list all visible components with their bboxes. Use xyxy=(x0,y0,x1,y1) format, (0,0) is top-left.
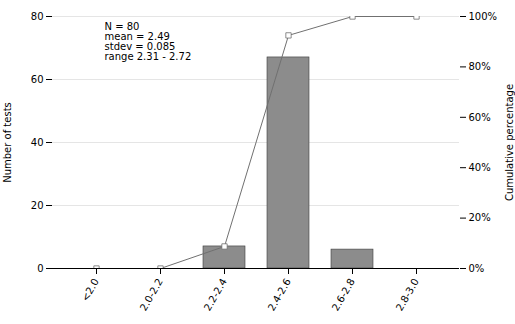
svg-text:2.6-2.8: 2.6-2.8 xyxy=(330,277,357,313)
svg-text:2.2-2.4: 2.2-2.4 xyxy=(202,277,229,313)
svg-text:20%: 20% xyxy=(469,212,491,223)
svg-text:40: 40 xyxy=(31,137,44,148)
svg-text:0%: 0% xyxy=(469,263,485,274)
svg-text:40%: 40% xyxy=(469,162,491,173)
svg-text:2.4-2.6: 2.4-2.6 xyxy=(266,277,293,313)
svg-text:0: 0 xyxy=(37,263,43,274)
svg-text:100%: 100% xyxy=(469,11,498,22)
svg-text:Number of tests: Number of tests xyxy=(2,102,13,183)
svg-text:Cumulative percentage: Cumulative percentage xyxy=(504,84,515,201)
svg-text:20: 20 xyxy=(31,200,44,211)
svg-text:80%: 80% xyxy=(469,61,491,72)
svg-text:<2.0: <2.0 xyxy=(79,277,101,304)
svg-text:N = 80mean = 2.49stdev = 0.085: N = 80mean = 2.49stdev = 0.085range 2.31… xyxy=(105,21,192,62)
svg-text:60%: 60% xyxy=(469,112,491,123)
svg-text:2.8-3.0: 2.8-3.0 xyxy=(394,277,421,313)
svg-text:2.0-2.2: 2.0-2.2 xyxy=(138,277,165,313)
svg-text:60: 60 xyxy=(31,74,44,85)
svg-text:80: 80 xyxy=(31,11,44,22)
